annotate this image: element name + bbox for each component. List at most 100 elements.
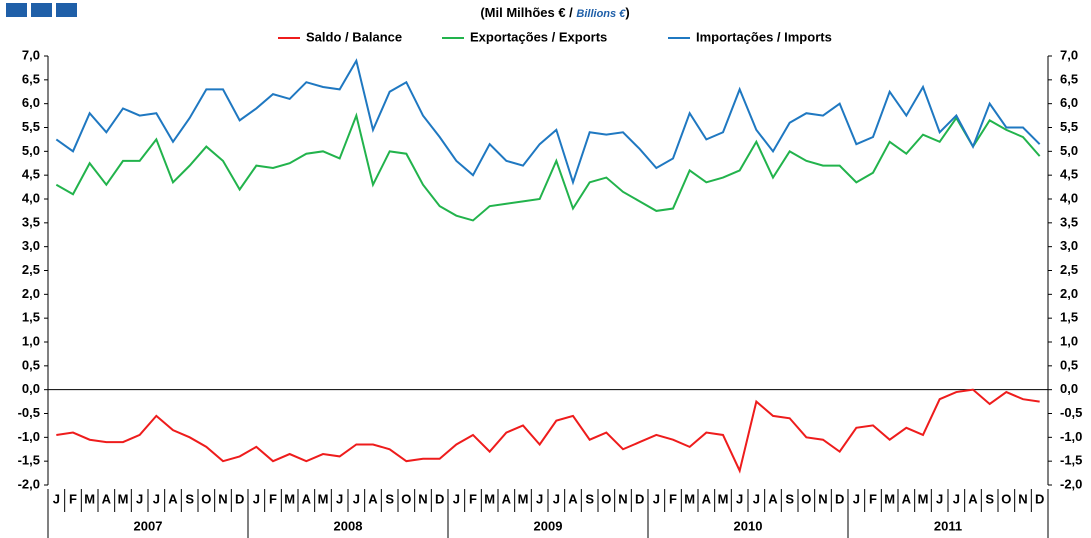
x-tick-label: J xyxy=(953,491,960,506)
x-tick-label: J xyxy=(253,491,260,506)
x-tick-label: J xyxy=(136,491,143,506)
y2-tick-label: 3,0 xyxy=(1060,238,1078,253)
x-tick-label: M xyxy=(718,491,729,506)
x-tick-label: J xyxy=(853,491,860,506)
x-tick-label: O xyxy=(801,491,811,506)
y-tick-label: 0,5 xyxy=(22,357,40,372)
chart-title: (Mil Milhões € / Billions €) xyxy=(480,5,629,20)
x-tick-label: A xyxy=(568,491,578,506)
x-tick-label: A xyxy=(968,491,978,506)
x-tick-label: O xyxy=(201,491,211,506)
x-tick-label: J xyxy=(453,491,460,506)
legend-label: Importações / Imports xyxy=(696,29,832,44)
x-tick-label: J xyxy=(353,491,360,506)
y-tick-label: 2,5 xyxy=(22,262,40,277)
x-tick-label: D xyxy=(835,491,844,506)
x-tick-label: F xyxy=(669,491,677,506)
y2-tick-label: 2,5 xyxy=(1060,262,1078,277)
y2-tick-label: -1,0 xyxy=(1060,429,1082,444)
x-tick-label: M xyxy=(918,491,929,506)
y-tick-label: 4,5 xyxy=(22,167,40,182)
y-tick-label: 6,5 xyxy=(22,71,40,86)
x-tick-label: D xyxy=(435,491,444,506)
x-tick-label: J xyxy=(536,491,543,506)
x-tick-label: N xyxy=(818,491,827,506)
x-tick-label: J xyxy=(153,491,160,506)
x-tick-label: A xyxy=(768,491,778,506)
y-tick-label: 4,0 xyxy=(22,190,40,205)
x-tick-label: S xyxy=(385,491,394,506)
y-tick-label: -0,5 xyxy=(18,405,40,420)
y-tick-label: 6,0 xyxy=(22,95,40,110)
y2-tick-label: -2,0 xyxy=(1060,476,1082,491)
logo-block xyxy=(6,3,27,17)
x-tick-label: N xyxy=(418,491,427,506)
logo-block xyxy=(56,3,77,17)
title-en: Billions € xyxy=(576,8,626,20)
x-tick-label: A xyxy=(368,491,378,506)
logo xyxy=(6,3,77,17)
legend-label: Saldo / Balance xyxy=(306,29,402,44)
y-tick-label: 5,0 xyxy=(22,143,40,158)
y2-tick-label: 4,0 xyxy=(1060,190,1078,205)
x-tick-label: N xyxy=(218,491,227,506)
x-tick-label: A xyxy=(302,491,312,506)
y-tick-label: -2,0 xyxy=(18,476,40,491)
y2-tick-label: -0,5 xyxy=(1060,405,1082,420)
x-tick-label: M xyxy=(118,491,129,506)
y-tick-label: -1,0 xyxy=(18,429,40,444)
x-tick-label: M xyxy=(684,491,695,506)
x-tick-label: J xyxy=(336,491,343,506)
x-tick-label: M xyxy=(884,491,895,506)
x-tick-label: A xyxy=(902,491,912,506)
x-tick-label: M xyxy=(284,491,295,506)
y2-tick-label: 0,0 xyxy=(1060,381,1078,396)
legend-label: Exportações / Exports xyxy=(470,29,607,44)
y2-tick-label: 1,5 xyxy=(1060,310,1078,325)
year-label: 2008 xyxy=(334,518,363,533)
x-tick-label: D xyxy=(1035,491,1044,506)
y-tick-label: 0,0 xyxy=(22,381,40,396)
x-tick-label: S xyxy=(785,491,794,506)
x-tick-label: F xyxy=(469,491,477,506)
y2-tick-label: -1,5 xyxy=(1060,453,1082,468)
logo-block xyxy=(31,3,52,17)
year-label: 2007 xyxy=(134,518,163,533)
y2-tick-label: 4,5 xyxy=(1060,167,1078,182)
title-pt: (Mil Milhões € / xyxy=(480,5,576,20)
x-tick-label: S xyxy=(585,491,594,506)
y2-tick-label: 7,0 xyxy=(1060,47,1078,62)
y-tick-label: -1,5 xyxy=(18,453,40,468)
series-line xyxy=(55,112,1041,222)
y2-tick-label: 2,0 xyxy=(1060,286,1078,301)
year-label: 2011 xyxy=(934,518,962,533)
x-tick-label: A xyxy=(102,491,112,506)
y-tick-label: 3,5 xyxy=(22,214,40,229)
x-tick-label: J xyxy=(753,491,760,506)
series-line xyxy=(55,58,1041,186)
y-tick-label: 3,0 xyxy=(22,238,40,253)
x-tick-label: S xyxy=(185,491,194,506)
x-tick-label: A xyxy=(168,491,178,506)
x-tick-label: D xyxy=(235,491,244,506)
year-label: 2009 xyxy=(534,518,563,533)
x-tick-label: J xyxy=(736,491,743,506)
x-tick-label: F xyxy=(869,491,877,506)
y-tick-label: 1,5 xyxy=(22,310,40,325)
x-tick-label: A xyxy=(702,491,712,506)
y-tick-label: 5,5 xyxy=(22,119,40,134)
x-tick-label: M xyxy=(518,491,529,506)
series-line xyxy=(56,388,1040,474)
x-tick-label: M xyxy=(484,491,495,506)
x-tick-label: A xyxy=(502,491,512,506)
y-tick-label: 1,0 xyxy=(22,333,40,348)
title-end: ) xyxy=(625,5,629,20)
y2-tick-label: 0,5 xyxy=(1060,357,1078,372)
y2-tick-label: 6,0 xyxy=(1060,95,1078,110)
year-label: 2010 xyxy=(734,518,763,533)
y2-tick-label: 5,5 xyxy=(1060,119,1078,134)
x-tick-label: N xyxy=(1018,491,1027,506)
x-tick-label: D xyxy=(635,491,644,506)
x-tick-label: N xyxy=(618,491,627,506)
